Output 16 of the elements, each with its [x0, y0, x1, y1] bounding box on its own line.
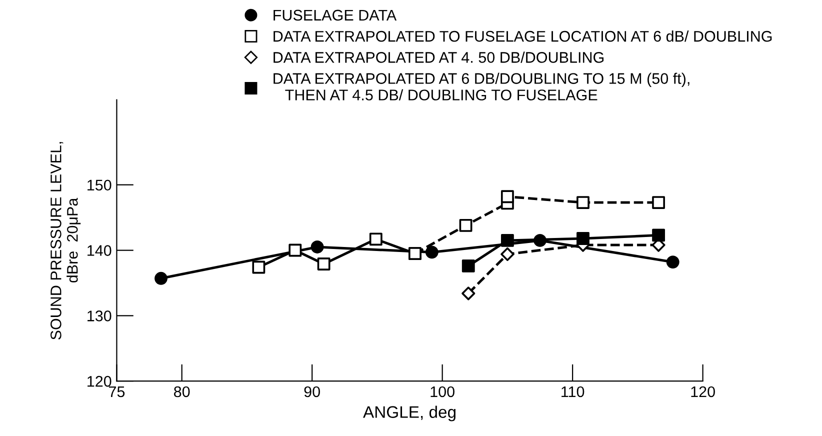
y-axis-title: SOUND PRESSURE LEVEL, dBre 20μPa	[50, 142, 81, 340]
legend-label: DATA EXTRAPOLATED AT 4. 50 DB/DOUBLING	[274, 52, 604, 63]
legend-label: FUSELAGE DATA	[274, 10, 397, 21]
y-tick-label: 120	[88, 376, 112, 387]
x-axis-title: ANGLE, deg	[363, 406, 456, 422]
legend-label: DATA EXTRAPOLATED TO FUSELAGE LOCATION AT 6 dB/ DOUBLING	[274, 30, 772, 42]
x-tick-label: 100	[430, 386, 454, 398]
x-tick-label: 90	[304, 386, 320, 398]
x-tick-label: 75	[109, 386, 125, 398]
y-tick-label: 130	[88, 310, 112, 322]
y-tick-label: 140	[88, 245, 112, 256]
legend-label: DATA EXTRAPOLATED AT 6 DB/DOUBLING TO 15 M (50 ft), THEN AT 4.5 DB/ DOUBLING TO FUSELAGE	[274, 72, 690, 100]
x-tick-label: 120	[691, 386, 715, 398]
x-tick-label: 110	[562, 386, 584, 398]
x-tick-label: 80	[174, 386, 190, 398]
y-tick-label: 150	[88, 180, 112, 191]
